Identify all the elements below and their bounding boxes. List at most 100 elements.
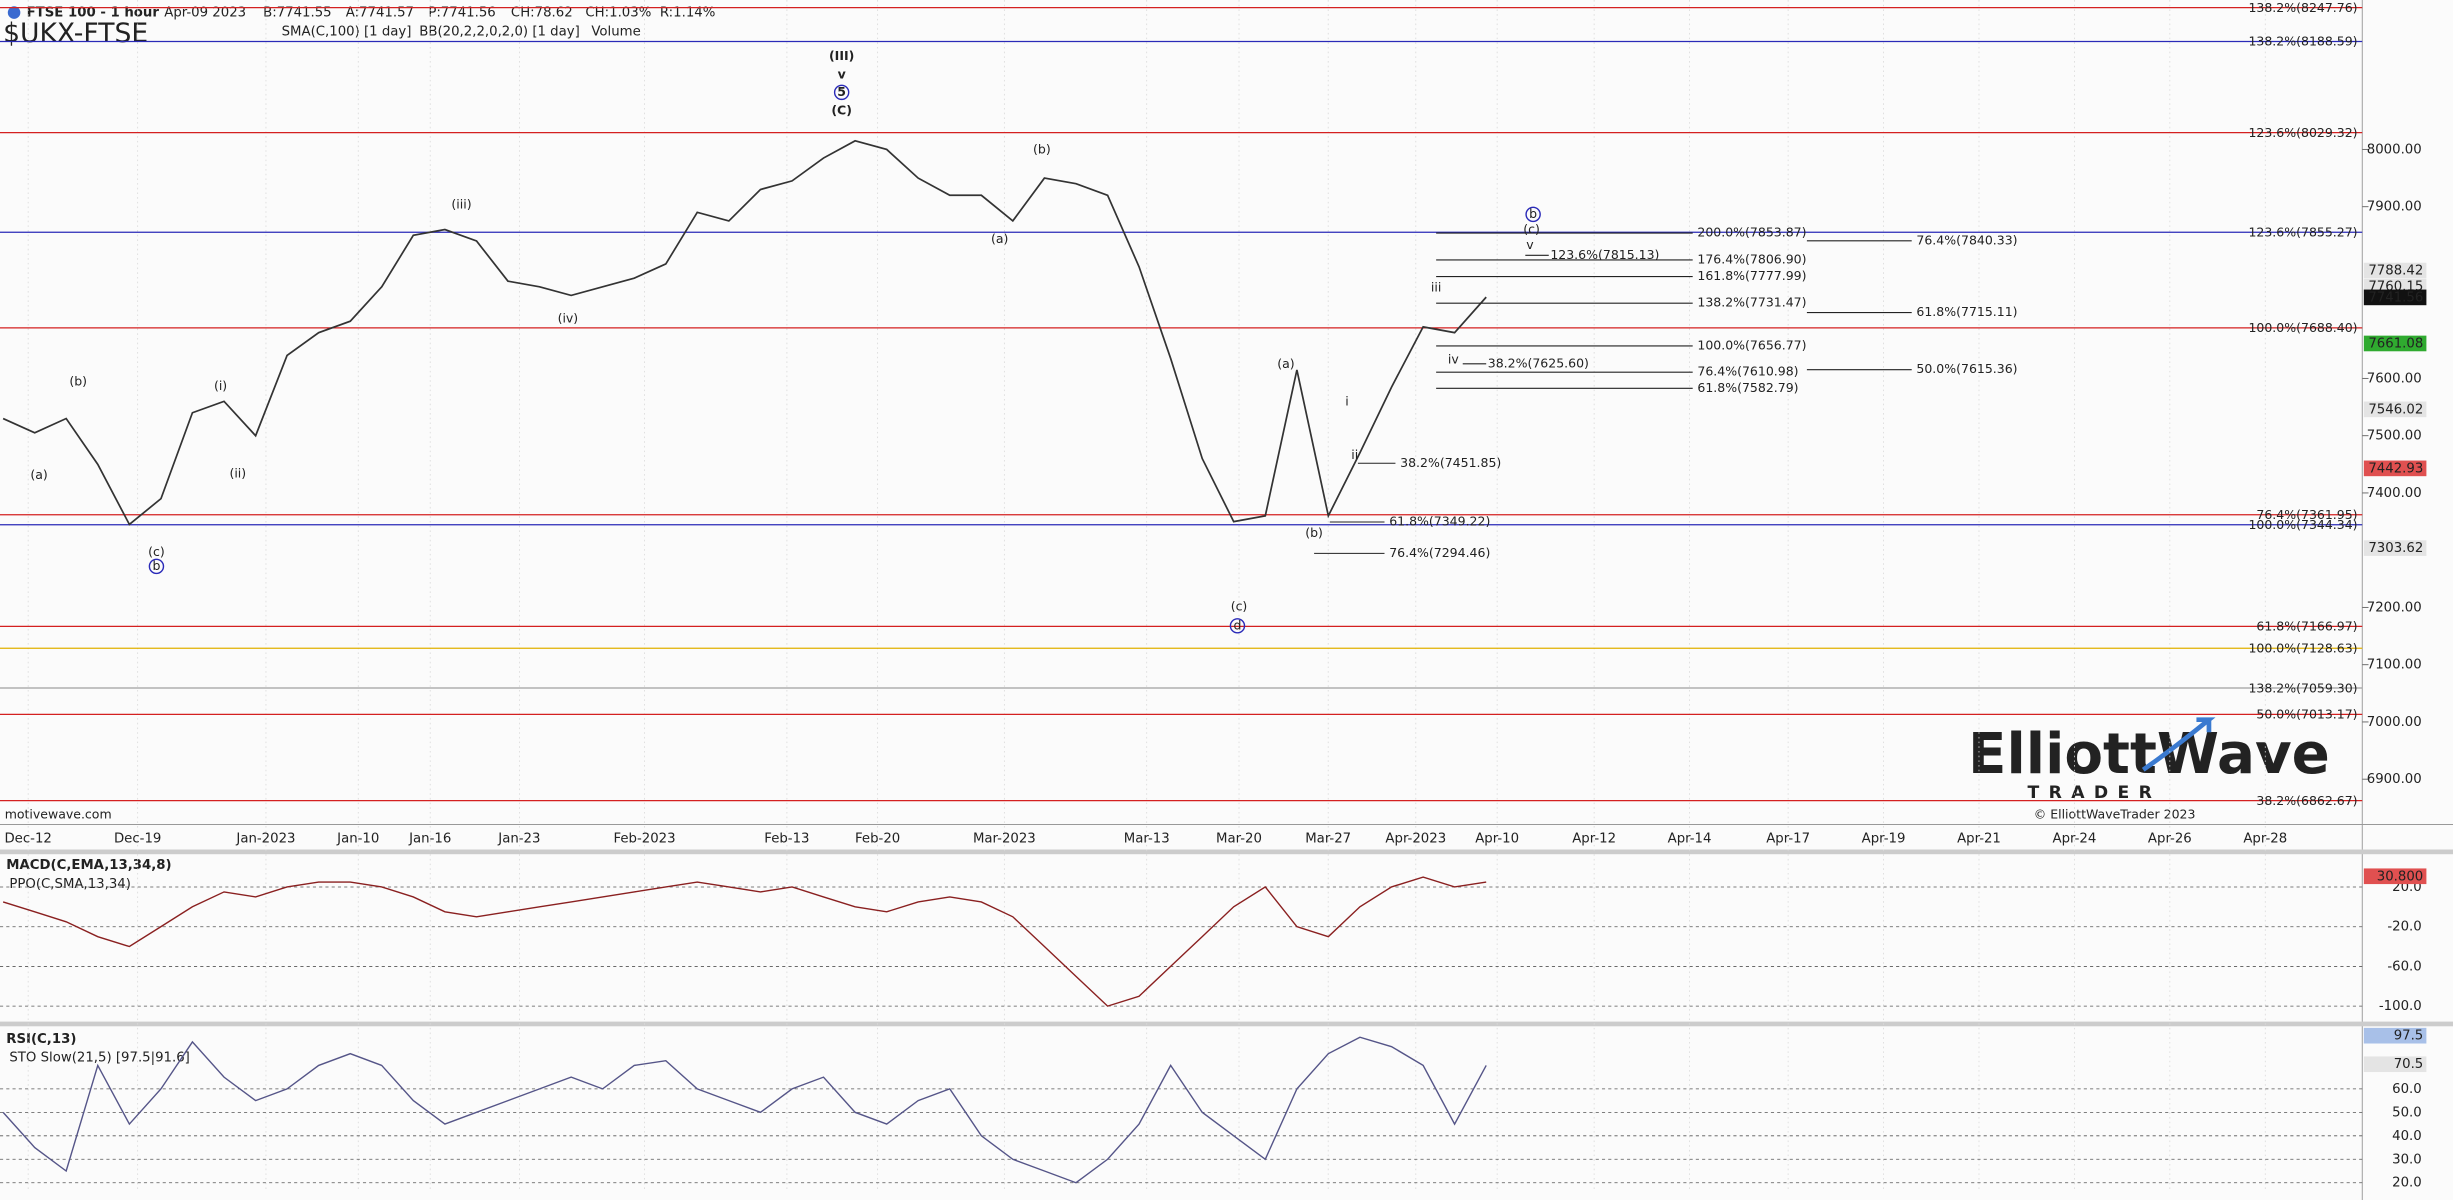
x-tick-label: Apr-2023 xyxy=(1385,832,1446,847)
level-label: 123.6%(8029.32) xyxy=(2248,125,2357,140)
price-box xyxy=(2363,289,2427,306)
wave-label: i xyxy=(1345,394,1348,409)
level-label: 100.0%(7688.40) xyxy=(2248,320,2357,335)
panel-divider xyxy=(0,849,2453,855)
x-tick-label: Apr-26 xyxy=(2148,832,2192,847)
wave-label: ii xyxy=(1351,447,1358,462)
wave-label: (i) xyxy=(214,378,227,393)
price-box-label: 7442.93 xyxy=(2368,461,2423,476)
price-box-label: 30.800 xyxy=(2377,869,2423,884)
macd-subtitle: PPO(C,SMA,13,34) xyxy=(9,877,131,892)
level-label: 61.8%(7166.97) xyxy=(2256,619,2357,634)
x-tick-label: Apr-19 xyxy=(1862,832,1906,847)
wave-label: (III) xyxy=(829,48,854,63)
x-tick-label: Dec-12 xyxy=(4,832,51,847)
fib-label: 176.4%(7806.90) xyxy=(1697,251,1806,266)
rsi-line xyxy=(2,1036,1487,1184)
y-tick-label: 30.0 xyxy=(2392,1152,2422,1167)
fib-label: 38.2%(7451.85) xyxy=(1400,455,1501,470)
price-box-label: 97.5 xyxy=(2394,1029,2424,1044)
quote-field: A:7741.57 xyxy=(346,6,414,21)
y-tick-label: 6900.00 xyxy=(2367,772,2422,787)
level-label: 138.2%(7059.30) xyxy=(2248,680,2357,695)
wave-circle xyxy=(148,558,165,575)
y-tick-label: -20.0 xyxy=(2387,920,2421,935)
wave-label: (c) xyxy=(148,544,165,559)
wave-circle xyxy=(833,84,850,101)
price-box xyxy=(2363,1056,2427,1073)
y-tick-label: -60.0 xyxy=(2387,959,2421,974)
panel-divider xyxy=(0,1021,2453,1027)
x-tick-label: Jan-23 xyxy=(497,832,540,847)
price-box-label: 7546.02 xyxy=(2368,402,2423,417)
fib-label: 61.8%(7715.11) xyxy=(1916,304,2017,319)
fib-label: 38.2%(7625.60) xyxy=(1488,355,1589,370)
rsi-title: RSI(C,13) xyxy=(6,1032,76,1047)
logo-bottom: TRADER xyxy=(2027,783,2161,803)
fib-label: 61.8%(7349.22) xyxy=(1389,514,1490,529)
wave-label: (a) xyxy=(1277,356,1294,371)
fib-label: 100.0%(7656.77) xyxy=(1697,337,1806,352)
fib-label: 61.8%(7582.79) xyxy=(1697,380,1798,395)
y-tick-label: 7900.00 xyxy=(2367,200,2422,215)
wave-label: (a) xyxy=(991,231,1008,246)
fib-label: 76.4%(7610.98) xyxy=(1697,364,1798,379)
wave-label: (c) xyxy=(1231,599,1248,614)
chart-title: $UKX-FTSE xyxy=(3,18,148,49)
y-tick-label: 50.0 xyxy=(2392,1105,2422,1120)
price-box-label: 7741.56 xyxy=(2368,290,2423,305)
quote-field: P:7741.56 xyxy=(428,6,495,21)
price-box xyxy=(2363,540,2427,556)
wave-label: (b) xyxy=(69,373,87,388)
study-label: Volume xyxy=(591,24,640,39)
copyright: © ElliottWaveTrader 2023 xyxy=(2034,807,2196,822)
quote-field: CH:78.62 xyxy=(511,6,573,21)
wave-label: (a) xyxy=(30,467,47,482)
fib-label: 123.6%(7815.13) xyxy=(1550,247,1659,262)
x-tick-label: Dec-19 xyxy=(114,832,161,847)
watermark: motivewave.com xyxy=(5,807,112,822)
wave-circle xyxy=(1229,618,1246,634)
x-tick-label: Apr-14 xyxy=(1668,832,1712,847)
x-tick-label: Apr-24 xyxy=(2052,832,2096,847)
y-tick-label: 7400.00 xyxy=(2367,486,2422,501)
study-label: SMA(C,100) [1 day] xyxy=(282,24,412,39)
fib-label: 76.4%(7294.46) xyxy=(1389,545,1490,560)
wave-label: iii xyxy=(1431,279,1441,294)
wave-label: (iv) xyxy=(558,311,579,326)
price-box xyxy=(2363,335,2427,352)
wave-label: v xyxy=(838,67,846,82)
level-label: 100.0%(7128.63) xyxy=(2248,641,2357,656)
price-box-label: 70.5 xyxy=(2394,1057,2424,1072)
wave-label: iv xyxy=(1448,351,1459,366)
x-tick-label: Feb-2023 xyxy=(613,832,675,847)
price-box-label: 7788.42 xyxy=(2368,264,2423,279)
quote-field: B:7741.55 xyxy=(263,6,332,21)
y-tick-label: 40.0 xyxy=(2392,1129,2422,1144)
x-tick-label: Mar-2023 xyxy=(973,832,1036,847)
fib-label: 50.0%(7615.36) xyxy=(1916,361,2017,376)
fib-label: 200.0%(7853.87) xyxy=(1697,225,1806,240)
price-box-label: 7661.08 xyxy=(2368,336,2423,351)
price-box-label: 7303.62 xyxy=(2368,541,2423,556)
x-tick-label: Apr-21 xyxy=(1957,832,2001,847)
wave-label: (ii) xyxy=(229,466,246,481)
wave-label: (iii) xyxy=(451,196,471,211)
quote-field: Apr-09 2023 xyxy=(164,6,246,21)
x-tick-label: Apr-28 xyxy=(2243,832,2287,847)
price-line xyxy=(2,139,1487,526)
x-tick-label: Apr-17 xyxy=(1766,832,1810,847)
y-tick-label: 7100.00 xyxy=(2367,658,2422,673)
x-tick-label: Jan-16 xyxy=(408,832,451,847)
level-label: 138.2%(8188.59) xyxy=(2248,34,2357,49)
x-tick-label: Jan-10 xyxy=(336,832,379,847)
logo-top: ElliottWave xyxy=(1968,722,2330,787)
level-label: 50.0%(7013.17) xyxy=(2256,707,2357,722)
price-box xyxy=(2363,262,2427,279)
x-tick-label: Feb-13 xyxy=(764,832,809,847)
wave-label: (c) xyxy=(1523,222,1540,237)
y-tick-label: 60.0 xyxy=(2392,1082,2422,1097)
price-box xyxy=(2363,868,2427,885)
x-tick-label: Feb-20 xyxy=(855,832,900,847)
